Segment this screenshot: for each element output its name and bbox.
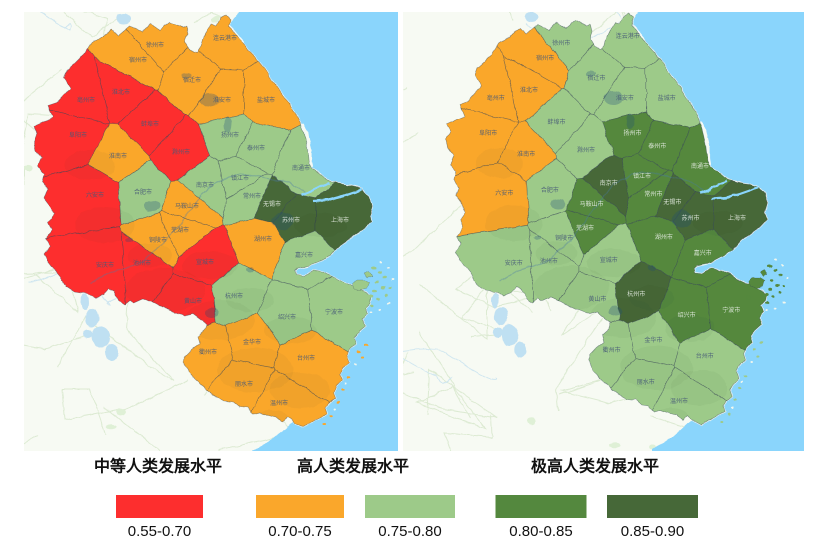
svg-text:无锡市: 无锡市 bbox=[663, 198, 681, 206]
svg-text:中等人类发展水平: 中等人类发展水平 bbox=[94, 457, 222, 476]
svg-text:衢州市: 衢州市 bbox=[199, 348, 217, 356]
svg-text:丽水市: 丽水市 bbox=[235, 380, 253, 388]
svg-text:铜陵市: 铜陵市 bbox=[149, 236, 167, 244]
svg-text:台州市: 台州市 bbox=[696, 352, 714, 360]
svg-text:嘉兴市: 嘉兴市 bbox=[694, 249, 712, 257]
svg-text:镇江市: 镇江市 bbox=[633, 172, 651, 180]
svg-text:温州市: 温州市 bbox=[670, 397, 688, 405]
svg-text:绍兴市: 绍兴市 bbox=[278, 313, 296, 321]
svg-text:淮安市: 淮安市 bbox=[213, 96, 231, 104]
svg-text:0.55-0.70: 0.55-0.70 bbox=[128, 523, 191, 540]
svg-text:淮南市: 淮南市 bbox=[517, 150, 535, 158]
svg-text:滁州市: 滁州市 bbox=[172, 148, 190, 156]
svg-text:六安市: 六安市 bbox=[86, 191, 104, 199]
svg-text:南通市: 南通市 bbox=[691, 162, 709, 170]
svg-text:池州市: 池州市 bbox=[540, 257, 558, 265]
svg-text:六安市: 六安市 bbox=[495, 189, 513, 197]
svg-text:徐州市: 徐州市 bbox=[552, 39, 570, 47]
svg-text:宣城市: 宣城市 bbox=[600, 256, 618, 264]
svg-text:衢州市: 衢州市 bbox=[603, 346, 621, 354]
svg-text:蚌埠市: 蚌埠市 bbox=[141, 120, 159, 128]
svg-text:安庆市: 安庆市 bbox=[96, 261, 114, 269]
svg-text:马鞍山市: 马鞍山市 bbox=[175, 202, 199, 210]
svg-text:亳州市: 亳州市 bbox=[77, 96, 95, 104]
svg-text:宿迁市: 宿迁市 bbox=[183, 76, 201, 84]
svg-text:安庆市: 安庆市 bbox=[505, 259, 523, 267]
svg-text:连云港市: 连云港市 bbox=[213, 34, 237, 42]
svg-text:嘉兴市: 嘉兴市 bbox=[295, 251, 313, 259]
svg-text:连云港市: 连云港市 bbox=[616, 32, 640, 40]
svg-text:温州市: 温州市 bbox=[270, 399, 288, 407]
svg-text:宿州市: 宿州市 bbox=[129, 56, 147, 64]
svg-text:南通市: 南通市 bbox=[292, 164, 310, 172]
svg-text:高人类发展水平: 高人类发展水平 bbox=[297, 457, 409, 476]
svg-text:淮北市: 淮北市 bbox=[520, 86, 538, 94]
svg-text:马鞍山市: 马鞍山市 bbox=[580, 200, 604, 208]
svg-text:南京市: 南京市 bbox=[600, 179, 618, 187]
svg-text:淮安市: 淮安市 bbox=[616, 94, 634, 102]
svg-text:阜阳市: 阜阳市 bbox=[479, 129, 497, 137]
svg-text:上海市: 上海市 bbox=[728, 214, 746, 222]
svg-text:宁波市: 宁波市 bbox=[722, 306, 740, 314]
svg-text:湖州市: 湖州市 bbox=[655, 233, 673, 241]
svg-text:宣城市: 宣城市 bbox=[196, 258, 214, 266]
svg-text:黄山市: 黄山市 bbox=[184, 297, 202, 305]
svg-text:合肥市: 合肥市 bbox=[134, 188, 152, 196]
svg-text:杭州市: 杭州市 bbox=[627, 290, 645, 298]
svg-text:泰州市: 泰州市 bbox=[648, 142, 666, 150]
svg-text:苏州市: 苏州市 bbox=[282, 216, 300, 224]
svg-text:常州市: 常州市 bbox=[644, 190, 662, 198]
svg-text:亳州市: 亳州市 bbox=[487, 94, 505, 102]
svg-text:扬州市: 扬州市 bbox=[221, 131, 239, 139]
svg-text:0.75-0.80: 0.75-0.80 bbox=[378, 523, 441, 540]
svg-text:湖州市: 湖州市 bbox=[254, 235, 272, 243]
svg-text:泰州市: 泰州市 bbox=[247, 144, 265, 152]
svg-text:南京市: 南京市 bbox=[196, 181, 214, 189]
svg-text:芜湖市: 芜湖市 bbox=[576, 224, 594, 232]
svg-text:铜陵市: 铜陵市 bbox=[555, 234, 573, 242]
svg-text:镇江市: 镇江市 bbox=[231, 174, 249, 182]
svg-text:盐城市: 盐城市 bbox=[257, 96, 275, 104]
svg-text:蚌埠市: 蚌埠市 bbox=[547, 118, 565, 126]
svg-text:丽水市: 丽水市 bbox=[637, 378, 655, 386]
svg-text:淮北市: 淮北市 bbox=[112, 88, 130, 96]
svg-text:常州市: 常州市 bbox=[243, 192, 261, 200]
svg-text:绍兴市: 绍兴市 bbox=[678, 311, 696, 319]
svg-text:淮南市: 淮南市 bbox=[109, 152, 127, 160]
svg-text:金华市: 金华市 bbox=[644, 336, 662, 344]
svg-text:滁州市: 滁州市 bbox=[577, 146, 595, 154]
svg-text:盐城市: 盐城市 bbox=[658, 94, 676, 102]
svg-text:无锡市: 无锡市 bbox=[263, 200, 281, 208]
svg-text:阜阳市: 阜阳市 bbox=[69, 131, 87, 139]
svg-text:杭州市: 杭州市 bbox=[225, 292, 243, 300]
svg-text:苏州市: 苏州市 bbox=[681, 214, 699, 222]
svg-text:极高人类发展水平: 极高人类发展水平 bbox=[531, 457, 659, 476]
svg-text:合肥市: 合肥市 bbox=[541, 186, 559, 194]
svg-text:黄山市: 黄山市 bbox=[588, 295, 606, 303]
svg-text:宁波市: 宁波市 bbox=[325, 308, 343, 316]
svg-text:金华市: 金华市 bbox=[243, 338, 261, 346]
svg-text:宿州市: 宿州市 bbox=[536, 54, 554, 62]
svg-text:扬州市: 扬州市 bbox=[623, 129, 641, 137]
svg-text:0.80-0.85: 0.80-0.85 bbox=[509, 523, 572, 540]
svg-text:宿迁市: 宿迁市 bbox=[587, 74, 605, 82]
svg-text:0.70-0.75: 0.70-0.75 bbox=[268, 523, 331, 540]
svg-text:池州市: 池州市 bbox=[133, 259, 151, 267]
svg-text:芜湖市: 芜湖市 bbox=[171, 226, 189, 234]
svg-text:上海市: 上海市 bbox=[331, 216, 349, 224]
svg-text:台州市: 台州市 bbox=[297, 354, 315, 362]
svg-text:徐州市: 徐州市 bbox=[146, 41, 164, 49]
svg-text:0.85-0.90: 0.85-0.90 bbox=[621, 523, 684, 540]
